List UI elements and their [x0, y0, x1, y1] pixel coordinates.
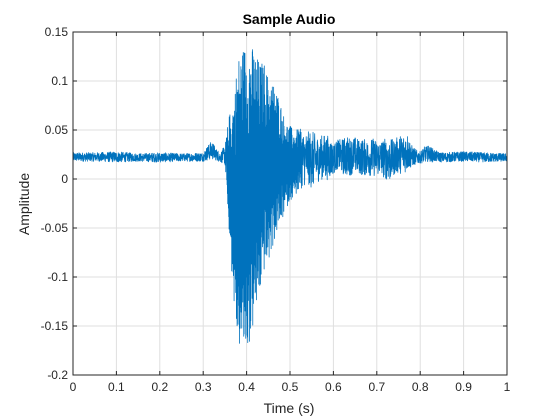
- y-tick-label: -0.05: [41, 221, 69, 235]
- x-tick-label: 0.3: [195, 380, 212, 394]
- audio-waveform: [72, 49, 508, 344]
- x-tick-label: 0.8: [412, 380, 429, 394]
- y-axis: -0.2 -0.15 -0.1 -0.05 0 0.05 0.1 0.15: [41, 25, 507, 382]
- x-tick-label: 1: [504, 380, 511, 394]
- x-tick-label: 0.4: [238, 380, 255, 394]
- x-tick-label: 0.5: [282, 380, 299, 394]
- y-tick-label: 0.1: [51, 74, 68, 88]
- x-axis-label: Time (s): [264, 400, 315, 416]
- x-axis: 0 0.1 0.2 0.3 0.4 0.5 0.6 0.7 0.8 0.9 1: [70, 32, 511, 394]
- x-tick-label: 0: [70, 380, 77, 394]
- y-axis-label: Amplitude: [16, 173, 32, 235]
- y-tick-label: 0.15: [45, 25, 69, 39]
- x-tick-label: 0.2: [151, 380, 168, 394]
- x-tick-label: 0.6: [325, 380, 342, 394]
- x-tick-label: 0.7: [368, 380, 385, 394]
- x-tick-label: 0.9: [455, 380, 472, 394]
- x-tick-label: 0.1: [108, 380, 125, 394]
- waveform-line: [72, 49, 508, 344]
- y-tick-label: -0.15: [41, 319, 69, 333]
- y-tick-label: 0.05: [45, 123, 69, 137]
- y-tick-label: -0.1: [47, 270, 68, 284]
- y-tick-label: 0: [61, 172, 68, 186]
- chart-title: Sample Audio: [243, 11, 336, 27]
- y-tick-label: -0.2: [47, 368, 68, 382]
